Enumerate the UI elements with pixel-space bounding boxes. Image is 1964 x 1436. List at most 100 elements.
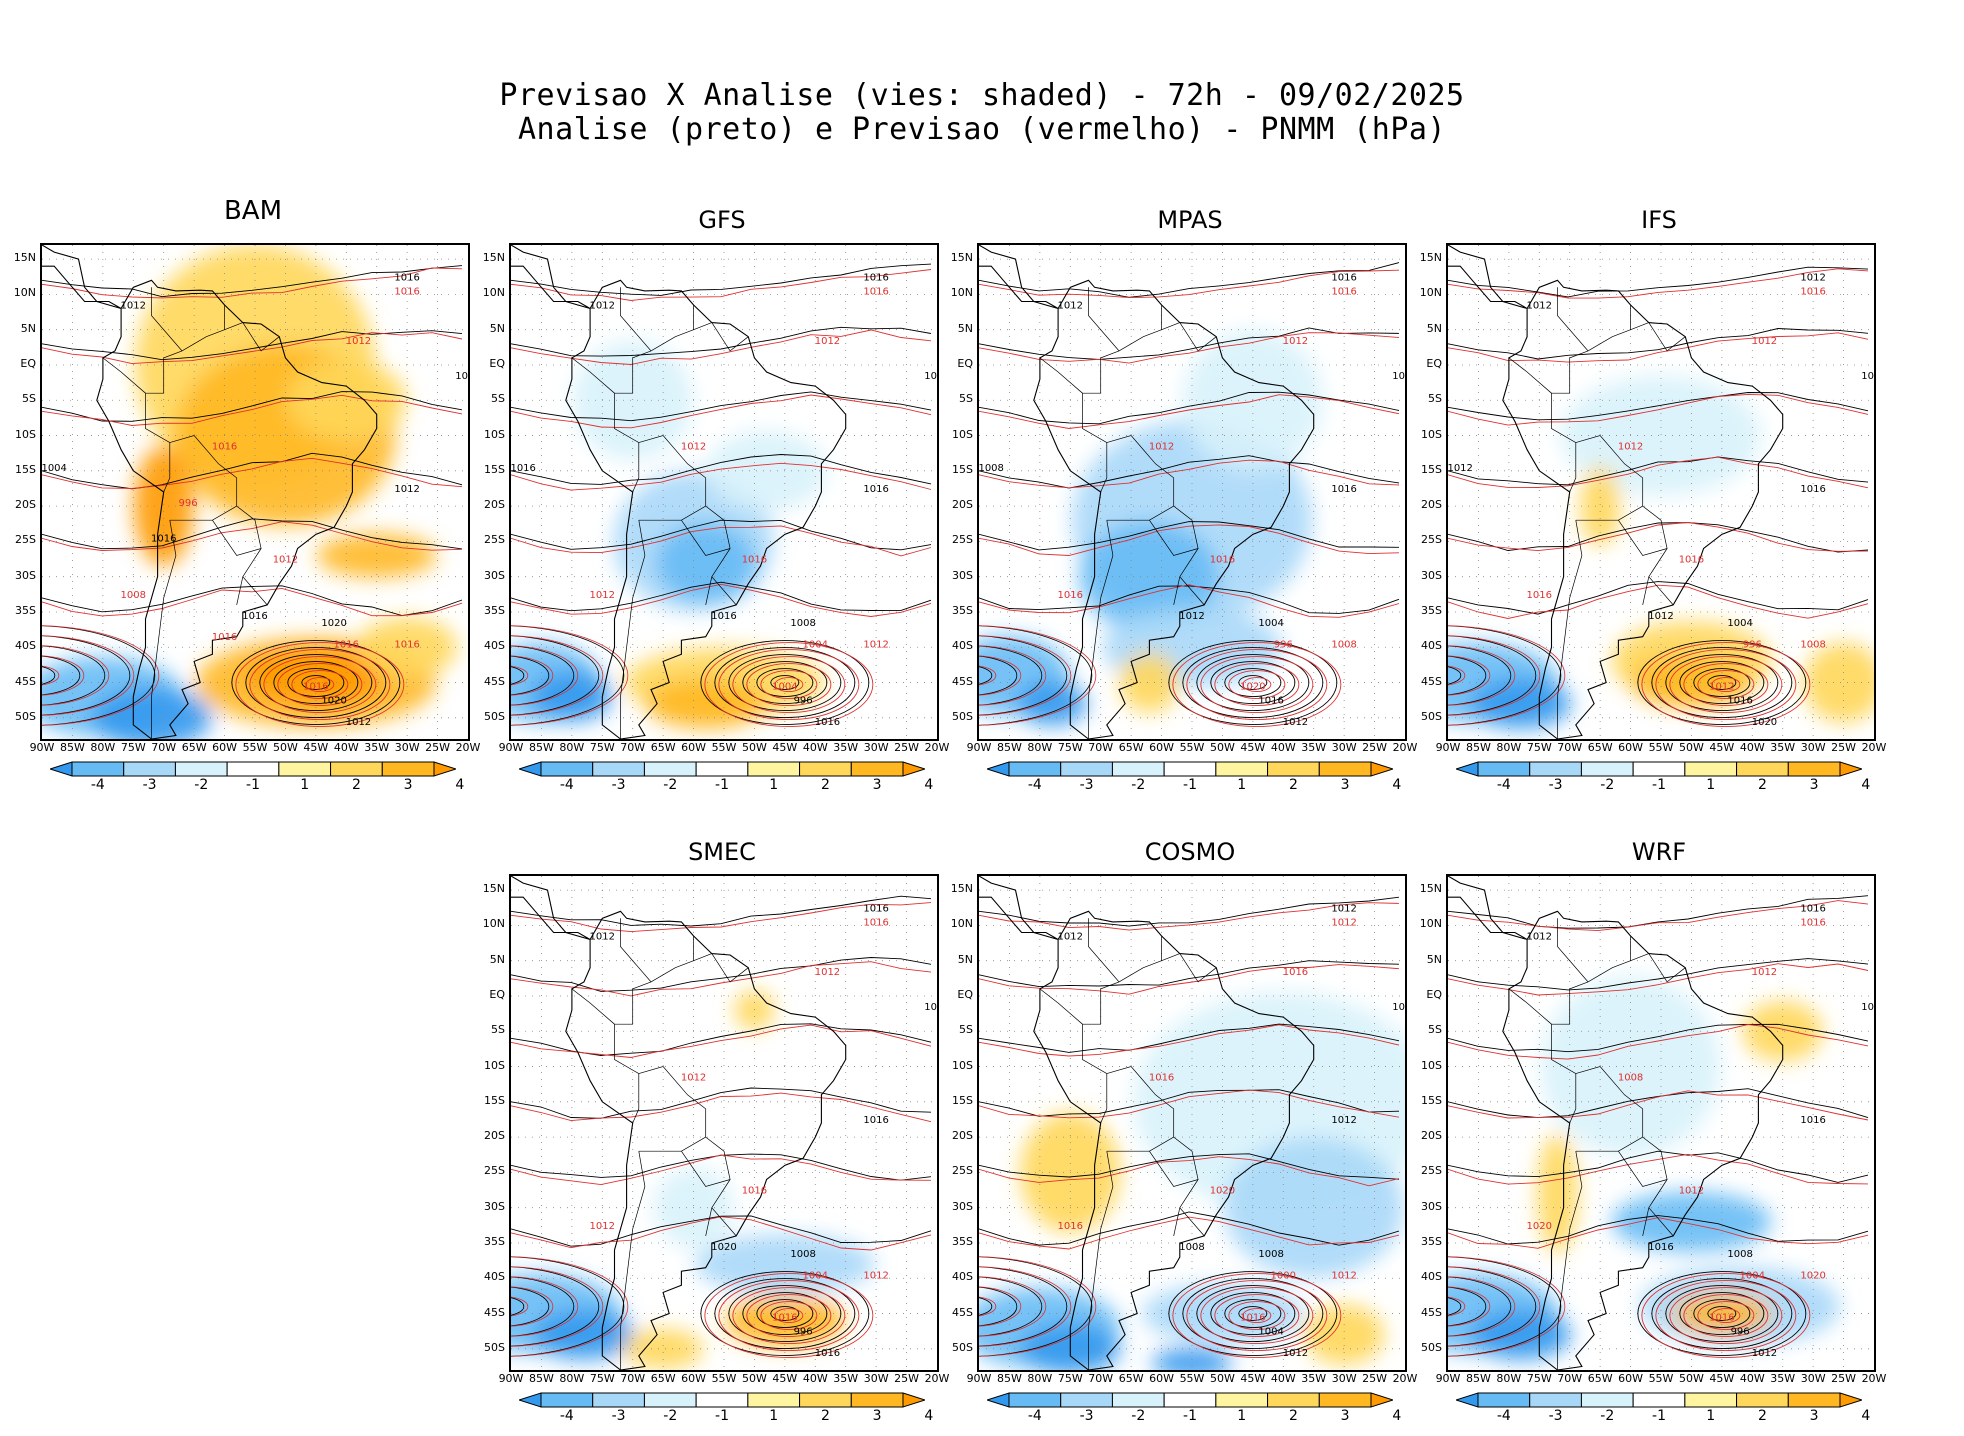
colorbar-segment	[123, 761, 176, 777]
isobars	[979, 262, 1400, 727]
contour-labels: 1016 1016 1012 1012 1012 1012 1016 1016 1020 1012…	[590, 903, 937, 1359]
lat-tick-label: 25S	[15, 533, 36, 547]
lon-tick-label: 25W	[1362, 1372, 1387, 1385]
lon-tick-label: 35W	[833, 741, 859, 754]
colorbar-segment	[1477, 1392, 1531, 1408]
colorbar-label: -1	[1183, 777, 1197, 793]
isobar-label: 1004	[42, 463, 67, 474]
lon-tick-label: 70W	[620, 741, 646, 754]
colorbar-label: 2	[1757, 1408, 1767, 1424]
figure-title-line2: Analise (preto) e Previsao (vermelho) - …	[517, 112, 1447, 147]
isobar-label: 1016	[303, 682, 328, 693]
lon-tick-label: 35W	[364, 741, 390, 754]
isobar-label: 1016	[1058, 1221, 1083, 1232]
lat-tick-label: 5N	[957, 952, 973, 966]
lon-tick-label: 75W	[1057, 741, 1083, 754]
isobar-label: 1012	[1527, 932, 1552, 943]
lon-tick-label: 30W	[1331, 1372, 1357, 1385]
isobar-label: 1016	[1331, 286, 1356, 297]
isobar-label: 1008	[1727, 1249, 1752, 1260]
isobar-label: 1016	[711, 611, 736, 622]
lat-tick-label: 30S	[952, 568, 973, 582]
lon-tick-label: 75W	[589, 1372, 615, 1385]
isobars	[1448, 266, 1869, 727]
lon-tick-label: 20W	[1392, 741, 1418, 754]
isobar-label: 1008	[790, 1249, 815, 1260]
panel-title-wrf: WRF	[1631, 838, 1687, 866]
isobar-label: 1012	[1527, 301, 1552, 312]
coastlines	[42, 245, 378, 739]
colorbar-label: -2	[1600, 777, 1615, 793]
isobar-label: 1016	[1800, 484, 1825, 495]
lat-tick-label: 25S	[952, 533, 973, 547]
lat-tick-label: 50S	[484, 1340, 505, 1354]
colorbar-label: -4	[559, 777, 574, 793]
colorbar-segment	[330, 761, 383, 777]
isobar-label: 1012	[681, 442, 706, 453]
lon-tick-label: 60W	[1149, 741, 1174, 754]
map-panel-bam: 1016 1016 1012 1012 1012 1016 1012 1012 1016 1016…	[40, 243, 470, 741]
lon-tick-label: 50W	[272, 741, 298, 754]
lon-tick-label: 45W	[1240, 741, 1266, 754]
colorbar-label: -3	[142, 777, 157, 793]
bias-shading	[979, 991, 1405, 1370]
isobar-label: 1016	[1149, 1073, 1174, 1084]
lon-tick-label: 50W	[741, 1372, 767, 1385]
lon-tick-label: 90W	[966, 741, 992, 754]
colorbar-label: -4	[1027, 777, 1042, 793]
panel-title-ifs: IFS	[1641, 206, 1677, 234]
isobar-label: 1016	[772, 1313, 797, 1324]
isobar-label: 1016	[394, 639, 419, 650]
colorbar-label: -3	[1548, 777, 1563, 793]
colorbar-segment	[747, 761, 801, 777]
colorbar-label: 3	[872, 1408, 882, 1424]
colorbar-label: -4	[1496, 1408, 1511, 1424]
colorbar-low-extend	[985, 761, 1010, 777]
lat-tick-label: 5N	[1426, 952, 1442, 966]
colorbar-segment	[592, 1392, 645, 1408]
lon-tick-label: 25W	[1831, 741, 1856, 754]
lon-tick-label: 75W	[1057, 1372, 1083, 1385]
grid-lines	[1448, 245, 1874, 739]
lon-tick-label: 85W	[1465, 741, 1491, 754]
colorbar-label: 2	[820, 777, 830, 793]
lat-tick-label: 45S	[484, 1305, 505, 1319]
isobar-label: 1016	[334, 639, 359, 650]
isobar-label: 1012	[1058, 301, 1083, 312]
coastlines	[979, 876, 1315, 1370]
isobar-label: 1012	[1752, 1348, 1777, 1359]
colorbar-label: 1	[769, 777, 779, 793]
colorbar-low-extend	[1454, 761, 1479, 777]
isobar-label: 1016	[1331, 272, 1356, 283]
map-canvas: 1012 1012 1012 1016 1016 1016 1012 1020 1008 1012…	[979, 876, 1405, 1370]
lon-tick-label: 90W	[29, 741, 55, 754]
isobar-label: 1008	[1800, 639, 1825, 650]
colorbar-segment	[1318, 1392, 1372, 1408]
colorbar-label: -1	[1652, 1408, 1666, 1424]
lon-tick-label: 70W	[620, 1372, 646, 1385]
lat-tick-label: 5N	[1426, 321, 1442, 335]
lat-tick-label: 20S	[952, 498, 973, 512]
isobar-label: 1012	[1331, 1270, 1356, 1281]
colorbar-high-extend	[902, 1392, 927, 1408]
isobar-label: 1004	[772, 682, 797, 693]
isobar-label: 1004	[1258, 1327, 1283, 1338]
lon-tick-label: 80W	[1027, 1372, 1053, 1385]
colorbar-label: 4	[924, 1408, 934, 1424]
lat-tick-label: 15S	[1421, 462, 1442, 476]
isobar-label: 1012	[1861, 1002, 1874, 1013]
lat-tick-label: 25S	[1421, 1164, 1442, 1178]
isobar-label: 1012	[346, 336, 371, 347]
colorbar-segment	[1787, 761, 1841, 777]
colorbar-label: 1	[300, 777, 310, 793]
map-panel-smec: 1016 1016 1012 1012 1012 1012 1016 1016 1020 1012…	[509, 874, 939, 1372]
lat-tick-label: 40S	[15, 639, 36, 653]
isobar-label: 1016	[212, 632, 237, 643]
lon-tick-label: 80W	[1496, 741, 1522, 754]
map-panel-ifs: 1012 1016 1012 1012 1008 1012 1016 1016 1012 1008…	[1446, 243, 1876, 741]
lon-tick-label: 70W	[151, 741, 177, 754]
isobar-label: 1008	[1179, 1242, 1204, 1253]
lat-tick-label: 20S	[1421, 1129, 1442, 1143]
isobar-label: 1020	[711, 1242, 736, 1253]
colorbar-segment	[1684, 1392, 1738, 1408]
